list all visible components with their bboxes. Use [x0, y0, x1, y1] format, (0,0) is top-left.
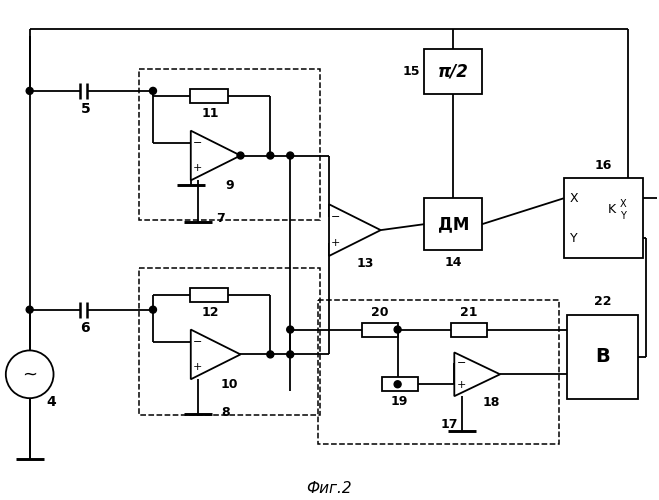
- Text: 5: 5: [80, 102, 90, 116]
- Bar: [451, 322, 487, 336]
- Circle shape: [150, 306, 156, 313]
- Circle shape: [267, 351, 273, 358]
- Bar: [139, 69, 320, 220]
- Text: +: +: [193, 163, 202, 173]
- Text: −: −: [193, 337, 202, 347]
- Polygon shape: [190, 130, 241, 180]
- Text: 13: 13: [356, 258, 374, 270]
- Text: 16: 16: [595, 159, 612, 172]
- Text: 20: 20: [371, 306, 388, 319]
- Text: Y: Y: [570, 232, 577, 244]
- Text: ~: ~: [22, 366, 38, 384]
- Text: 14: 14: [445, 256, 462, 270]
- Bar: [139, 268, 320, 415]
- Polygon shape: [454, 352, 500, 396]
- Text: 10: 10: [221, 378, 239, 391]
- Text: 8: 8: [221, 406, 230, 418]
- Bar: [567, 314, 639, 399]
- Text: Y: Y: [620, 211, 626, 221]
- Text: 7: 7: [216, 212, 225, 224]
- Text: π/2: π/2: [438, 62, 469, 80]
- Circle shape: [26, 306, 33, 313]
- Text: 17: 17: [441, 418, 458, 430]
- Bar: [563, 178, 643, 258]
- Bar: [424, 198, 482, 250]
- Text: K: K: [608, 202, 616, 215]
- Text: 12: 12: [202, 306, 219, 319]
- Text: −: −: [331, 212, 341, 222]
- Text: +: +: [331, 238, 341, 248]
- Text: X: X: [569, 192, 578, 205]
- Text: 21: 21: [461, 306, 478, 319]
- Text: 15: 15: [403, 65, 420, 78]
- Bar: [190, 288, 227, 302]
- Bar: [318, 300, 559, 444]
- Polygon shape: [190, 330, 241, 380]
- Polygon shape: [329, 204, 381, 256]
- Circle shape: [6, 350, 53, 398]
- Circle shape: [287, 326, 294, 333]
- Text: Фиг.2: Фиг.2: [306, 481, 352, 496]
- Text: 9: 9: [225, 179, 234, 192]
- Bar: [190, 89, 227, 103]
- Circle shape: [287, 152, 294, 159]
- Bar: [362, 322, 397, 336]
- Text: 19: 19: [391, 394, 409, 407]
- Circle shape: [394, 381, 401, 388]
- Text: 22: 22: [594, 295, 612, 308]
- Text: 6: 6: [80, 320, 90, 334]
- Text: 4: 4: [47, 395, 57, 409]
- Text: 11: 11: [202, 108, 219, 120]
- Text: ДМ: ДМ: [438, 215, 469, 233]
- Text: +: +: [193, 362, 202, 372]
- Bar: [382, 378, 418, 391]
- Circle shape: [26, 88, 33, 94]
- Circle shape: [267, 152, 273, 159]
- Text: X: X: [620, 200, 627, 209]
- Circle shape: [150, 88, 156, 94]
- Text: В: В: [595, 348, 610, 366]
- Text: +: +: [457, 380, 466, 390]
- Circle shape: [394, 326, 401, 333]
- Circle shape: [237, 152, 244, 159]
- Bar: [424, 49, 482, 94]
- Circle shape: [287, 351, 294, 358]
- Text: 18: 18: [482, 396, 500, 408]
- Text: −: −: [457, 358, 466, 368]
- Text: −: −: [193, 138, 202, 148]
